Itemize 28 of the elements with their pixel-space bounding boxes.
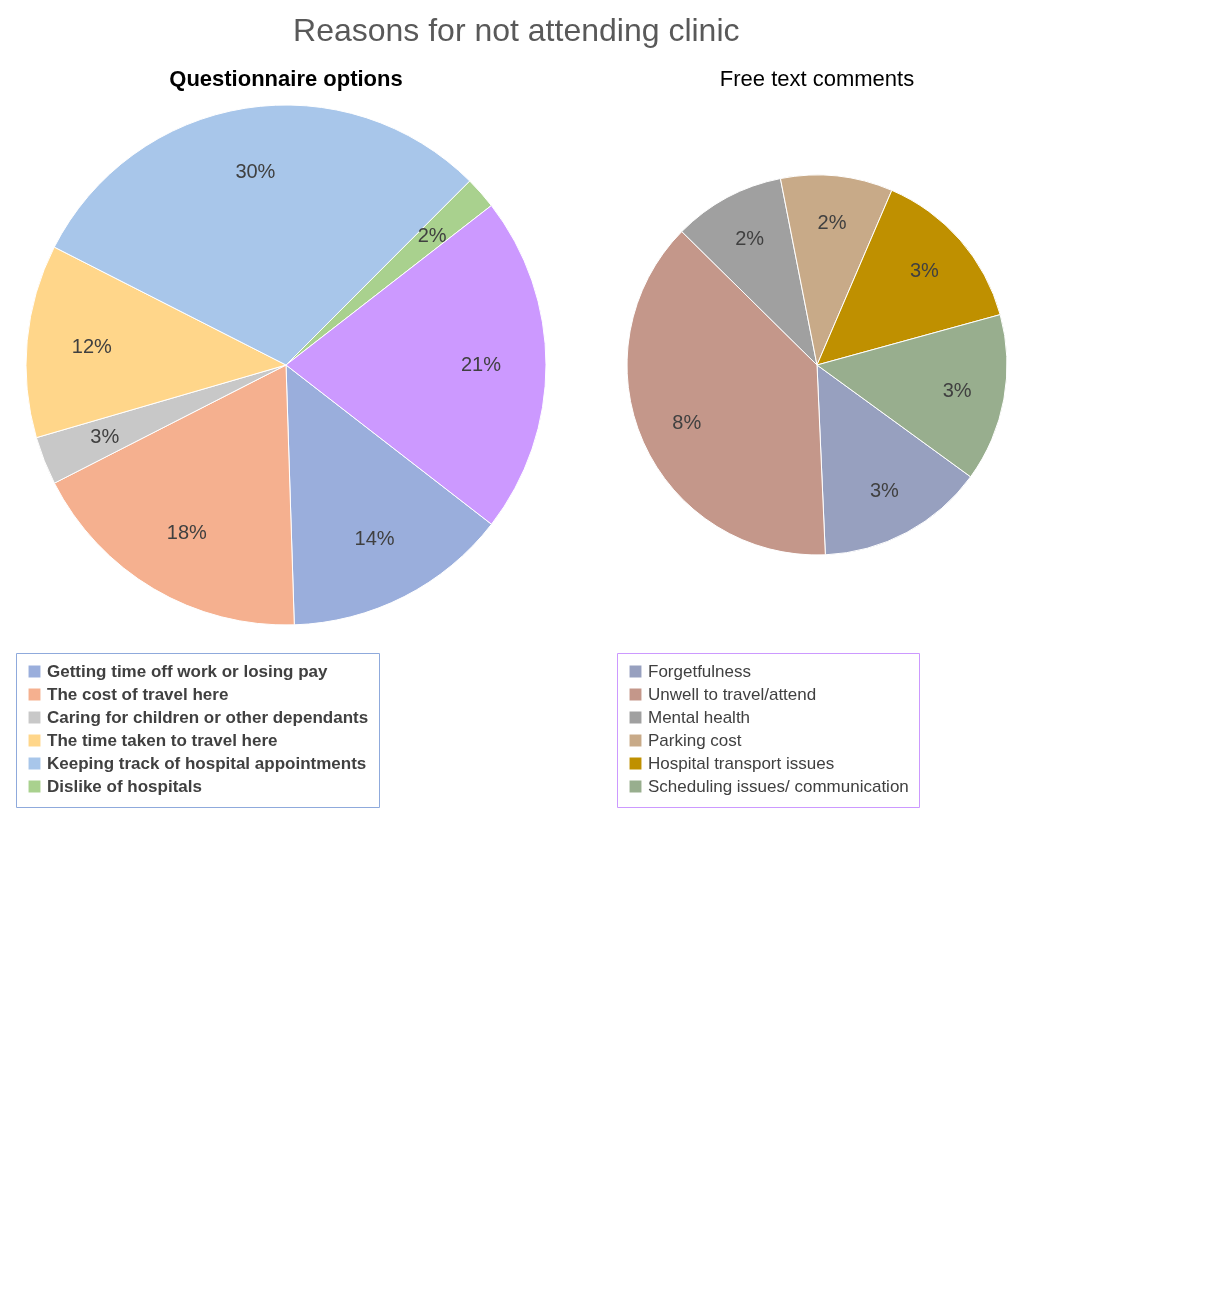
data-label: 12%	[71, 334, 113, 357]
chart-title: Reasons for not attending clinic	[293, 12, 740, 48]
legend-label: Forgetfulness	[648, 661, 751, 681]
data-label: 2%	[735, 227, 765, 250]
legend-label: Getting time off work or losing pay	[47, 661, 329, 681]
legend-label: Dislike of hospitals	[47, 776, 202, 796]
legend-label: Hospital transport issues	[648, 753, 835, 773]
legend-label: Caring for children or other dependants	[47, 707, 369, 727]
data-label: 21%	[460, 352, 502, 375]
data-label: 3%	[909, 259, 940, 282]
data-label: 8%	[672, 410, 702, 433]
data-label: 3%	[869, 478, 900, 501]
data-label: 2%	[817, 211, 847, 234]
data-label: 30%	[235, 160, 276, 183]
legend-label: The time taken to travel here	[47, 730, 278, 750]
chart-subtitle: Free text comments	[719, 66, 915, 91]
legend-label: Parking cost	[648, 730, 742, 750]
data-label: 3%	[942, 378, 972, 401]
data-label: 3%	[90, 424, 120, 447]
legend-label: Unwell to travel/attend	[648, 684, 817, 704]
legend-label: Scheduling issues/ communication	[648, 776, 909, 796]
legend-label: Mental health	[648, 707, 751, 727]
data-label: 2%	[417, 223, 447, 246]
data-label: 14%	[354, 526, 395, 549]
legend-label: The cost of travel here	[47, 684, 229, 704]
data-label: 18%	[166, 520, 208, 543]
legend-label: Keeping track of hospital appointments	[47, 753, 367, 773]
chart-subtitle: Questionnaire options	[169, 66, 403, 91]
